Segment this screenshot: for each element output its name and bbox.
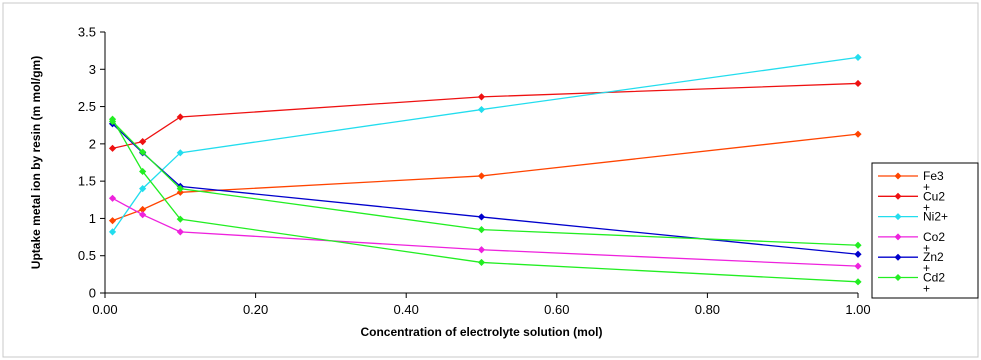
data-point: [854, 79, 862, 88]
data-point: [176, 228, 184, 236]
data-point: [477, 246, 486, 254]
data-point: [176, 215, 184, 223]
data-point: [854, 53, 862, 61]
y-tick-label: 1: [89, 211, 96, 226]
y-tick-label: 1.5: [78, 174, 96, 189]
x-tick-label: 0.00: [92, 302, 117, 317]
legend-item: Fe3+: [878, 169, 944, 194]
x-tick-label: 0.80: [695, 302, 720, 317]
series-ni2: [108, 53, 862, 236]
x-tick-label: 0.60: [544, 302, 569, 317]
y-tick-label: 3: [89, 62, 96, 77]
legend: Fe3+Cu2+Ni2+Co2+Zn2+Cd2+: [871, 162, 979, 299]
y-tick-label: 2.5: [78, 99, 96, 114]
data-point: [139, 167, 147, 176]
data-point: [477, 213, 486, 221]
data-point: [139, 205, 147, 214]
legend-label: Co2: [923, 230, 945, 244]
data-point: [477, 226, 486, 234]
data-point: [176, 113, 184, 121]
y-tick-label: 0: [89, 286, 96, 301]
y-axis-title: Uptake metal ion by resin (m mol/gm): [29, 56, 43, 269]
legend-label: +: [923, 261, 930, 275]
data-point: [176, 185, 184, 193]
data-point: [477, 172, 486, 180]
data-point: [854, 130, 862, 138]
legend-swatch-marker: [894, 253, 902, 261]
x-axis-title: Concentration of electrolyte solution (m…: [360, 325, 602, 339]
series-group: [108, 53, 862, 286]
data-point: [477, 258, 486, 267]
legend-swatch-marker: [894, 172, 902, 180]
x-tick-label: 1.00: [845, 302, 870, 317]
legend-label: Fe3: [923, 169, 944, 183]
legend-item: Cu2+: [878, 189, 945, 214]
data-point: [176, 149, 184, 157]
data-point: [108, 228, 117, 236]
legend-label: +: [923, 241, 930, 255]
series-cd2: [108, 117, 862, 249]
legend-box: [871, 162, 979, 299]
y-tick-label: 2: [89, 136, 96, 151]
axes: 0 0.5 1 1.5 2 2.5 3 3.5 0.00 0.20 0.40 0.60 0.80 1.00: [78, 25, 871, 318]
data-point: [139, 138, 147, 146]
legend-item: Cd2+: [878, 271, 945, 296]
data-point: [139, 185, 147, 193]
legend-item: Zn2+: [878, 250, 944, 275]
legend-swatch-marker: [894, 213, 902, 221]
series-extra-6: [108, 115, 862, 286]
data-point: [108, 217, 117, 225]
data-point: [854, 250, 862, 258]
legend-label: +: [923, 180, 930, 194]
legend-label: Zn2: [923, 250, 944, 264]
data-point: [139, 211, 147, 219]
data-point: [108, 194, 117, 202]
data-point: [108, 144, 117, 152]
x-tick-label: 0.20: [243, 302, 268, 317]
data-point: [477, 93, 486, 101]
legend-label: +: [923, 282, 930, 296]
x-tick-label: 0.40: [394, 302, 419, 317]
series-co2: [108, 194, 862, 270]
data-point: [108, 115, 117, 123]
y-tick-label: 3.5: [78, 25, 96, 40]
data-point: [176, 188, 184, 196]
y-tick-label: 0.5: [78, 248, 96, 263]
data-point: [854, 241, 862, 249]
legend-label: Cu2: [923, 189, 945, 203]
data-point: [139, 148, 147, 156]
series-fe3: [108, 130, 862, 225]
data-point: [477, 105, 486, 114]
legend-swatch-marker: [894, 192, 902, 200]
legend-label: +: [923, 200, 930, 214]
legend-item: Ni2+: [878, 210, 948, 224]
legend-swatch-marker: [894, 233, 902, 241]
data-point: [854, 278, 862, 286]
legend-label: Ni2+: [923, 210, 948, 224]
legend-swatch-marker: [894, 274, 902, 281]
data-point: [854, 262, 862, 270]
legend-item: Co2+: [878, 230, 945, 255]
legend-label: Cd2: [923, 271, 945, 285]
